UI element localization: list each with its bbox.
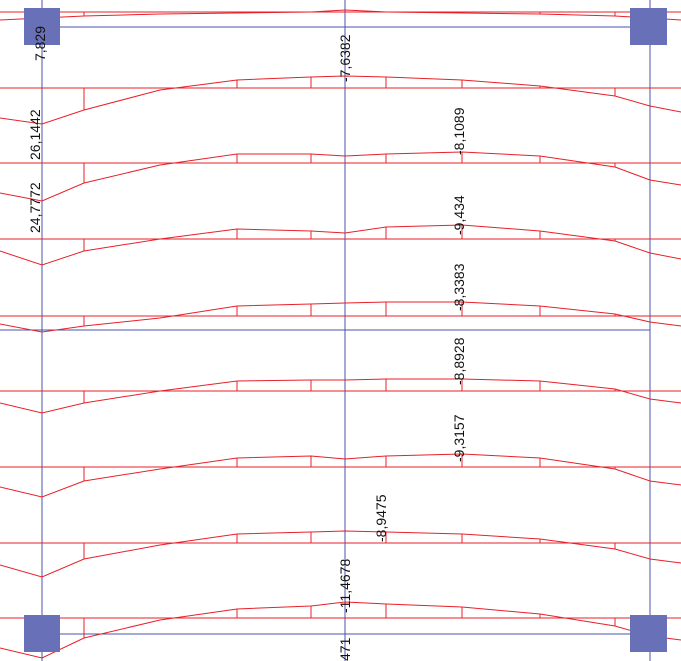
moment-curve — [0, 378, 681, 414]
moment-label: 7,829 — [32, 26, 48, 61]
moment-label: -8,9475 — [373, 494, 389, 542]
moment-labels: 7,829 -7,6382 26,1442 -8,1089 24,7772 -9… — [27, 26, 467, 661]
support-top-left — [24, 8, 60, 45]
moment-label: -11,4678 — [337, 559, 353, 613]
moment-label: -8,1089 — [451, 107, 467, 155]
moment-label: 471 — [337, 637, 353, 661]
moment-curve — [0, 224, 681, 266]
support-bottom-left — [24, 615, 60, 652]
moment-label: -9,3157 — [451, 414, 467, 462]
support-top-right — [630, 8, 667, 45]
moment-curves — [0, 9, 681, 659]
structural-frame — [0, 0, 651, 661]
supports — [24, 8, 667, 652]
moment-curve — [0, 301, 681, 333]
support-bottom-right — [630, 615, 667, 652]
moment-label: -8,3383 — [451, 263, 467, 311]
moment-label: 24,7772 — [27, 182, 43, 233]
moment-curve — [0, 151, 681, 202]
moment-label: 26,1442 — [27, 109, 43, 160]
moment-label: -8,8928 — [451, 337, 467, 385]
moment-label: -7,6382 — [337, 34, 353, 82]
moment-curve — [0, 75, 681, 125]
moment-curve — [0, 453, 681, 498]
moment-label: -9,434 — [451, 195, 467, 235]
